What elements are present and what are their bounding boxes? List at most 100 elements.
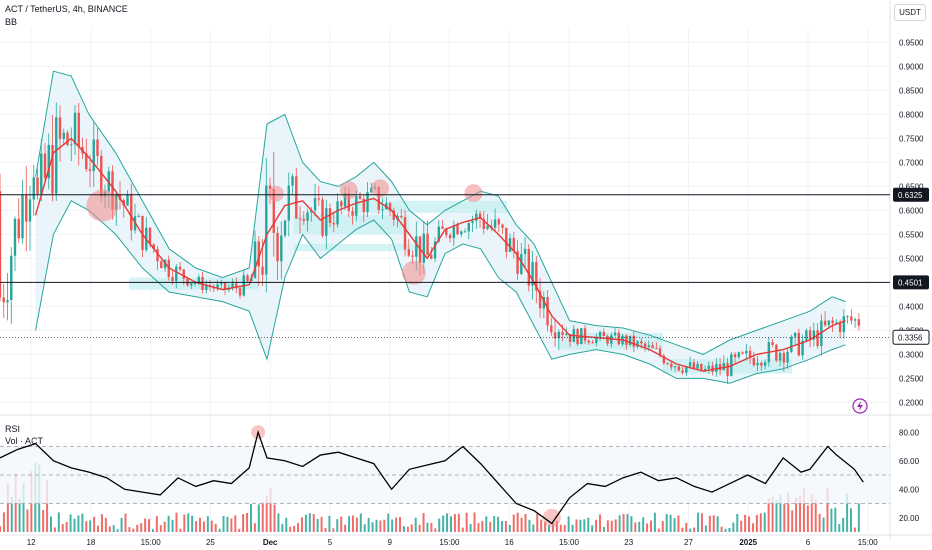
volume-bar	[642, 517, 645, 532]
time-tick-label: 6	[806, 538, 811, 547]
chart-title: ACT / TetherUS, 4h, BINANCE	[5, 4, 128, 14]
volume-bar	[595, 519, 598, 532]
candle-body	[501, 224, 504, 228]
time-tick-label: 23	[624, 538, 633, 547]
candle-body	[137, 215, 140, 217]
candle-body	[568, 334, 572, 342]
volume-bar	[544, 521, 547, 532]
candle-body	[565, 334, 568, 336]
volume-bar	[171, 519, 174, 532]
volume-bar	[336, 519, 339, 532]
volume-bar	[332, 528, 335, 532]
candle-body	[715, 364, 718, 372]
volume-bar	[355, 517, 358, 532]
candle-body	[340, 201, 343, 207]
volume-bar	[234, 515, 237, 532]
candle-body	[520, 253, 523, 274]
volume-bar	[504, 521, 507, 532]
volume-bar	[104, 518, 107, 532]
price-tick-label: 0.6000	[899, 206, 924, 215]
candle-body	[662, 355, 666, 364]
candle-body	[197, 276, 200, 283]
last-price-badge-label: 0.3356	[898, 333, 923, 342]
volume-bar	[383, 519, 386, 532]
volume-bar	[265, 496, 268, 532]
rsi-highlight	[542, 508, 561, 527]
candle-body	[508, 238, 512, 252]
candle-body	[257, 241, 260, 267]
volume-bar	[661, 521, 664, 532]
volume-bar	[689, 528, 692, 532]
bollinger-lower	[35, 200, 846, 384]
candle-body	[332, 222, 335, 225]
volume-bar	[653, 512, 656, 532]
candle-body	[786, 351, 789, 363]
volume-bar	[857, 503, 860, 532]
candle-body	[752, 357, 756, 366]
candle-body	[21, 194, 24, 239]
candle-body	[28, 199, 32, 222]
price-tick-label: 0.8000	[899, 110, 924, 119]
volume-bar	[751, 523, 754, 532]
volume-bar	[559, 524, 562, 532]
candle-body	[718, 364, 722, 371]
candle-body	[703, 368, 707, 371]
candle-body	[531, 262, 534, 286]
volume-bar	[22, 483, 25, 532]
candle-body	[835, 322, 838, 324]
volume-bar	[700, 513, 703, 532]
candle-body	[265, 185, 268, 275]
volume-bar	[591, 525, 594, 532]
candle-body	[216, 284, 219, 289]
volume-bar	[677, 515, 680, 532]
volume-bar	[238, 528, 241, 532]
candle-body	[823, 320, 827, 326]
candle-body	[321, 199, 324, 236]
candle-body	[358, 196, 362, 199]
candle-body	[310, 210, 313, 213]
volume-bar	[49, 516, 52, 532]
candle-body	[291, 176, 294, 186]
volume-bar	[646, 523, 649, 532]
volume-bar	[650, 520, 653, 532]
candle-body	[850, 316, 853, 321]
volume-bar	[555, 520, 558, 532]
candle-body	[388, 203, 392, 211]
candle-body	[235, 283, 238, 289]
volume-bar	[61, 524, 64, 532]
candle-body	[463, 231, 467, 233]
volume-bar	[716, 516, 719, 532]
candle-body	[306, 212, 309, 221]
candle-body	[220, 282, 223, 285]
volume-bar	[606, 520, 609, 532]
candle-body	[857, 319, 861, 326]
volume-bar	[579, 519, 582, 532]
highlight-zone	[293, 244, 419, 252]
candle-body	[666, 363, 669, 365]
candle-body	[696, 363, 699, 369]
volume-bar	[846, 493, 849, 532]
price-tick-label: 0.2500	[899, 374, 924, 383]
volume-bar	[199, 517, 202, 532]
candle-body	[595, 336, 598, 343]
candle-body	[280, 235, 283, 262]
volume-bar	[736, 513, 739, 532]
candle-body	[793, 332, 797, 337]
currency-button[interactable]: USDT	[894, 4, 926, 21]
volume-bar	[195, 521, 198, 532]
time-tick-label: 25	[206, 538, 215, 547]
candle-body	[827, 320, 831, 326]
price-tick-label: 0.7000	[899, 158, 924, 167]
volume-bar	[446, 513, 449, 532]
volume-bar	[316, 518, 319, 532]
indicator-label-bb[interactable]: BB	[5, 17, 18, 27]
candle-body	[692, 362, 696, 369]
price-line-badge	[893, 187, 929, 202]
volume-bar	[461, 527, 464, 532]
candle-body	[733, 354, 737, 358]
volume-bar	[708, 515, 711, 532]
volume-bar	[69, 514, 72, 532]
volume-bar	[93, 516, 96, 532]
price-tick-label: 0.7500	[899, 134, 924, 143]
